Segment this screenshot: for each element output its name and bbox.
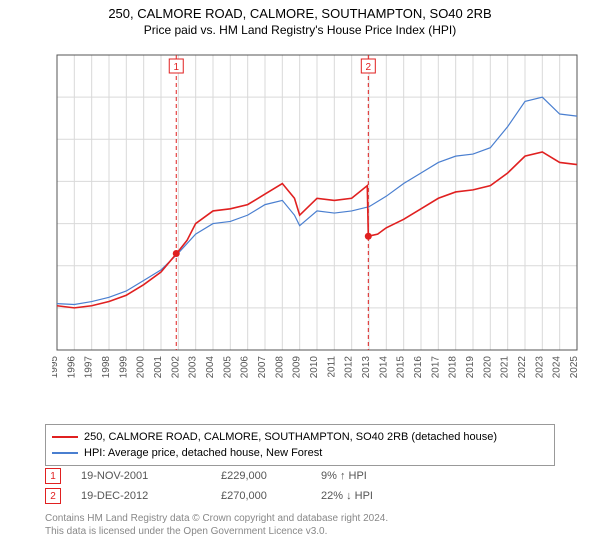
title-block: 250, CALMORE ROAD, CALMORE, SOUTHAMPTON,…: [0, 0, 600, 37]
marker-num-icon: 1: [45, 468, 61, 484]
x-tick-label: 2018: [448, 356, 459, 379]
x-tick-label: 2010: [309, 356, 320, 379]
x-tick-label: 2020: [482, 356, 493, 379]
marker-num-icon: 2: [45, 488, 61, 504]
marker-date: 19-DEC-2012: [81, 490, 221, 502]
x-tick-label: 2014: [378, 356, 389, 379]
marker-price: £270,000: [221, 490, 321, 502]
sale-marker-num: 2: [366, 62, 372, 73]
legend-swatch: [52, 436, 78, 438]
x-tick-label: 1999: [118, 356, 129, 379]
x-tick-label: 2006: [240, 356, 251, 379]
chart-container: 250, CALMORE ROAD, CALMORE, SOUTHAMPTON,…: [0, 0, 600, 560]
line-chart: £0£100K£200K£300K£400K£500K£600K£700K199…: [52, 50, 582, 410]
marker-table-row: 1 19-NOV-2001£229,0009% ↑ HPI: [45, 466, 471, 486]
x-tick-label: 2023: [534, 356, 545, 379]
footnote-line1: Contains HM Land Registry data © Crown c…: [45, 512, 388, 525]
chart-title: 250, CALMORE ROAD, CALMORE, SOUTHAMPTON,…: [0, 6, 600, 21]
x-tick-label: 1996: [66, 356, 77, 379]
legend-row: 250, CALMORE ROAD, CALMORE, SOUTHAMPTON,…: [52, 429, 548, 445]
x-tick-label: 2012: [344, 356, 355, 379]
x-tick-label: 2003: [188, 356, 199, 379]
marker-date: 19-NOV-2001: [81, 470, 221, 482]
x-tick-label: 2007: [257, 356, 268, 379]
marker-pct: 9% ↑ HPI: [321, 470, 471, 482]
chart-subtitle: Price paid vs. HM Land Registry's House …: [0, 23, 600, 37]
x-tick-label: 2002: [170, 356, 181, 379]
x-tick-label: 2001: [153, 356, 164, 379]
x-tick-label: 2022: [517, 356, 528, 379]
marker-pct: 22% ↓ HPI: [321, 490, 471, 502]
sale-dot: [173, 250, 180, 257]
x-tick-label: 2005: [222, 356, 233, 379]
x-tick-label: 2004: [205, 356, 216, 379]
sale-marker-num: 1: [173, 62, 179, 73]
footnote-line2: This data is licensed under the Open Gov…: [45, 525, 388, 538]
marker-table-row: 2 19-DEC-2012£270,00022% ↓ HPI: [45, 486, 471, 506]
x-tick-label: 2021: [500, 356, 511, 379]
x-tick-label: 2000: [136, 356, 147, 379]
sale-dot: [365, 233, 372, 240]
x-tick-label: 2019: [465, 356, 476, 379]
x-tick-label: 2016: [413, 356, 424, 379]
sale-marker-table: 1 19-NOV-2001£229,0009% ↑ HPI 2 19-DEC-2012…: [45, 466, 471, 506]
x-tick-label: 2013: [361, 356, 372, 379]
x-tick-label: 2017: [430, 356, 441, 379]
marker-price: £229,000: [221, 470, 321, 482]
legend-row: HPI: Average price, detached house, New …: [52, 445, 548, 461]
legend-label: 250, CALMORE ROAD, CALMORE, SOUTHAMPTON,…: [84, 431, 497, 443]
legend-label: HPI: Average price, detached house, New …: [84, 447, 322, 459]
footnote: Contains HM Land Registry data © Crown c…: [45, 512, 388, 538]
x-tick-label: 2011: [326, 356, 337, 378]
x-tick-label: 1995: [52, 356, 60, 379]
legend: 250, CALMORE ROAD, CALMORE, SOUTHAMPTON,…: [45, 424, 555, 466]
legend-swatch: [52, 452, 78, 454]
x-tick-label: 2025: [569, 356, 580, 379]
x-tick-label: 2024: [552, 356, 563, 379]
x-tick-label: 1997: [84, 356, 95, 379]
x-tick-label: 2009: [292, 356, 303, 379]
x-tick-label: 2015: [396, 356, 407, 379]
x-tick-label: 1998: [101, 356, 112, 379]
x-tick-label: 2008: [274, 356, 285, 379]
